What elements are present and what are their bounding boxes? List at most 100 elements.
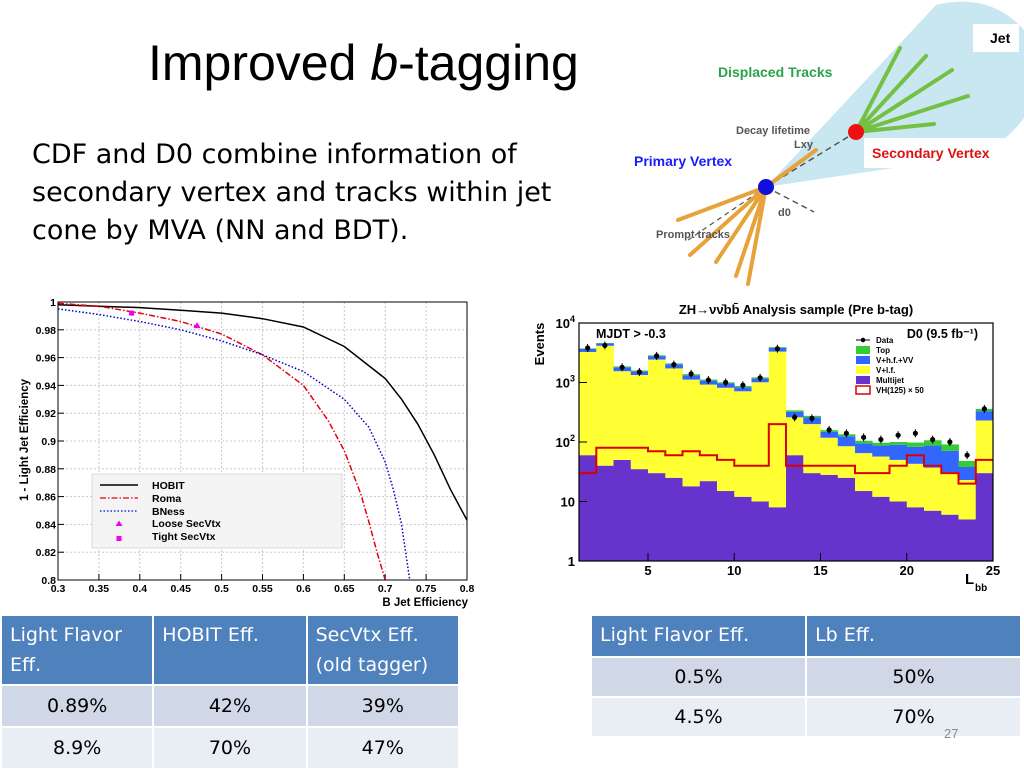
bar-multijet: [665, 478, 683, 561]
bar-multijet: [838, 478, 856, 561]
header-secvtx-eff: SecVtx Eff.(old tagger): [307, 615, 459, 685]
data-point: [723, 380, 728, 385]
bar-top: [959, 461, 977, 467]
legend-data-marker: [861, 338, 866, 343]
data-point: [827, 427, 832, 432]
bar-v-l-f-: [907, 464, 925, 507]
bar-multijet: [803, 473, 821, 561]
data-point: [809, 416, 814, 421]
bar-v-h-f-vv: [838, 436, 856, 446]
data-point: [947, 439, 952, 444]
legend-tight-marker: [117, 536, 122, 541]
btag-diagram: Jet Displaced Tracks Decay lifetime Lxy …: [618, 0, 1024, 290]
x-tick-label: 0.35: [89, 583, 110, 595]
bar-v-l-f-: [717, 388, 735, 491]
y-tick-label: 1: [50, 297, 56, 309]
primary-vertex-dot: [758, 179, 774, 195]
bar-multijet: [890, 502, 908, 562]
data-point: [878, 437, 883, 442]
x-tick-label: 0.7: [378, 583, 393, 595]
bar-v-l-f-: [734, 391, 752, 497]
hist-title: ZH→νν̄bb̄ Analysis sample (Pre b-tag): [679, 302, 913, 317]
data-point: [654, 353, 659, 358]
bar-top: [786, 410, 804, 412]
bar-v-l-f-: [752, 382, 770, 501]
bar-multijet: [769, 507, 787, 561]
label-prompt-tracks: Prompt tracks: [656, 229, 730, 241]
data-point: [602, 343, 607, 348]
y-tick-label: 0.94: [36, 380, 57, 392]
bar-v-l-f-: [959, 480, 977, 519]
header-light-flavor-eff: Light Flavor Eff.: [591, 615, 806, 657]
hist-annotation-mjdt: MJDT > -0.3: [596, 327, 666, 341]
x-tick-label: 0.6: [296, 583, 311, 595]
x-tick-label: 0.45: [170, 583, 191, 595]
legend-swatch: [856, 356, 870, 364]
bar-v-h-f-vv: [941, 451, 959, 472]
legend-tight-secvtx: Tight SecVtx: [152, 531, 216, 543]
bar-multijet: [631, 469, 649, 561]
cell: 0.89%: [1, 685, 153, 727]
roc-y-label: 1 - Light Jet Efficiency: [19, 378, 31, 501]
bar-v-l-f-: [838, 446, 856, 478]
y-tick-label: 0.88: [36, 464, 57, 476]
label-decay-lifetime: Decay lifetime: [736, 125, 810, 137]
data-point: [620, 365, 625, 370]
bar-v-h-f-vv: [890, 445, 908, 460]
legend-swatch: [856, 346, 870, 354]
label-lxy: Lxy: [794, 139, 814, 151]
data-point: [758, 375, 763, 380]
cell: 50%: [806, 657, 1021, 697]
y-tick-label: 0.82: [36, 547, 57, 559]
slide-body-text: CDF and D0 combine information of second…: [32, 136, 552, 250]
table-header-row: Light Flavor Eff. Lb Eff.: [591, 615, 1021, 657]
bar-multijet: [786, 455, 804, 561]
bar-multijet: [734, 497, 752, 561]
x-tick-label: 0.8: [460, 583, 475, 595]
bar-v-l-f-: [855, 453, 873, 491]
bar-multijet: [872, 497, 890, 561]
x-tick-label: 5: [644, 563, 651, 578]
label-jet: Jet: [990, 30, 1011, 46]
bar-v-l-f-: [648, 360, 666, 474]
bar-multijet: [752, 502, 770, 562]
x-tick-label: 20: [900, 563, 914, 578]
page-number: 27: [944, 726, 958, 741]
y-tick-label: 0.8: [41, 575, 56, 587]
cell: 0.5%: [591, 657, 806, 697]
roc-legend: HOBIT Roma BNess Loose SecVtx Tight SecV…: [92, 474, 342, 548]
marker-tight-secvtx: [129, 311, 134, 316]
bar-v-l-f-: [941, 472, 959, 514]
label-d0: d0: [778, 207, 791, 219]
table-lb-efficiency: Light Flavor Eff. Lb Eff. 0.5% 50% 4.5% …: [590, 614, 1022, 738]
data-point: [861, 435, 866, 440]
legend-loose-secvtx: Loose SecVtx: [152, 518, 221, 530]
bar-v-l-f-: [976, 420, 994, 473]
histogram-chart: ZH→νν̄bb̄ Analysis sample (Pre b-tag) 5 1…: [526, 296, 1002, 602]
cell: 70%: [153, 727, 306, 769]
y-tick-label: 0.86: [36, 492, 57, 504]
y-tick-label: 0.84: [36, 519, 57, 531]
bar-v-l-f-: [683, 380, 701, 487]
legend-label: Top: [876, 346, 890, 355]
y-tick-label: 0.9: [41, 436, 56, 448]
data-point: [930, 437, 935, 442]
bar-multijet: [924, 511, 942, 561]
legend-label: V+l.f.: [876, 366, 895, 375]
legend-swatch: [856, 366, 870, 374]
data-point: [706, 377, 711, 382]
y-tick-label: 10: [561, 495, 575, 510]
data-point: [775, 346, 780, 351]
x-tick-label: 0.55: [252, 583, 273, 595]
y-tick-label: 0.92: [36, 408, 57, 420]
cell: 4.5%: [591, 697, 806, 737]
bar-multijet: [596, 466, 614, 561]
bar-multijet: [648, 473, 666, 561]
bar-v-h-f-vv: [855, 443, 873, 453]
label-displaced-tracks: Displaced Tracks: [718, 64, 833, 80]
x-tick-label: 10: [727, 563, 741, 578]
